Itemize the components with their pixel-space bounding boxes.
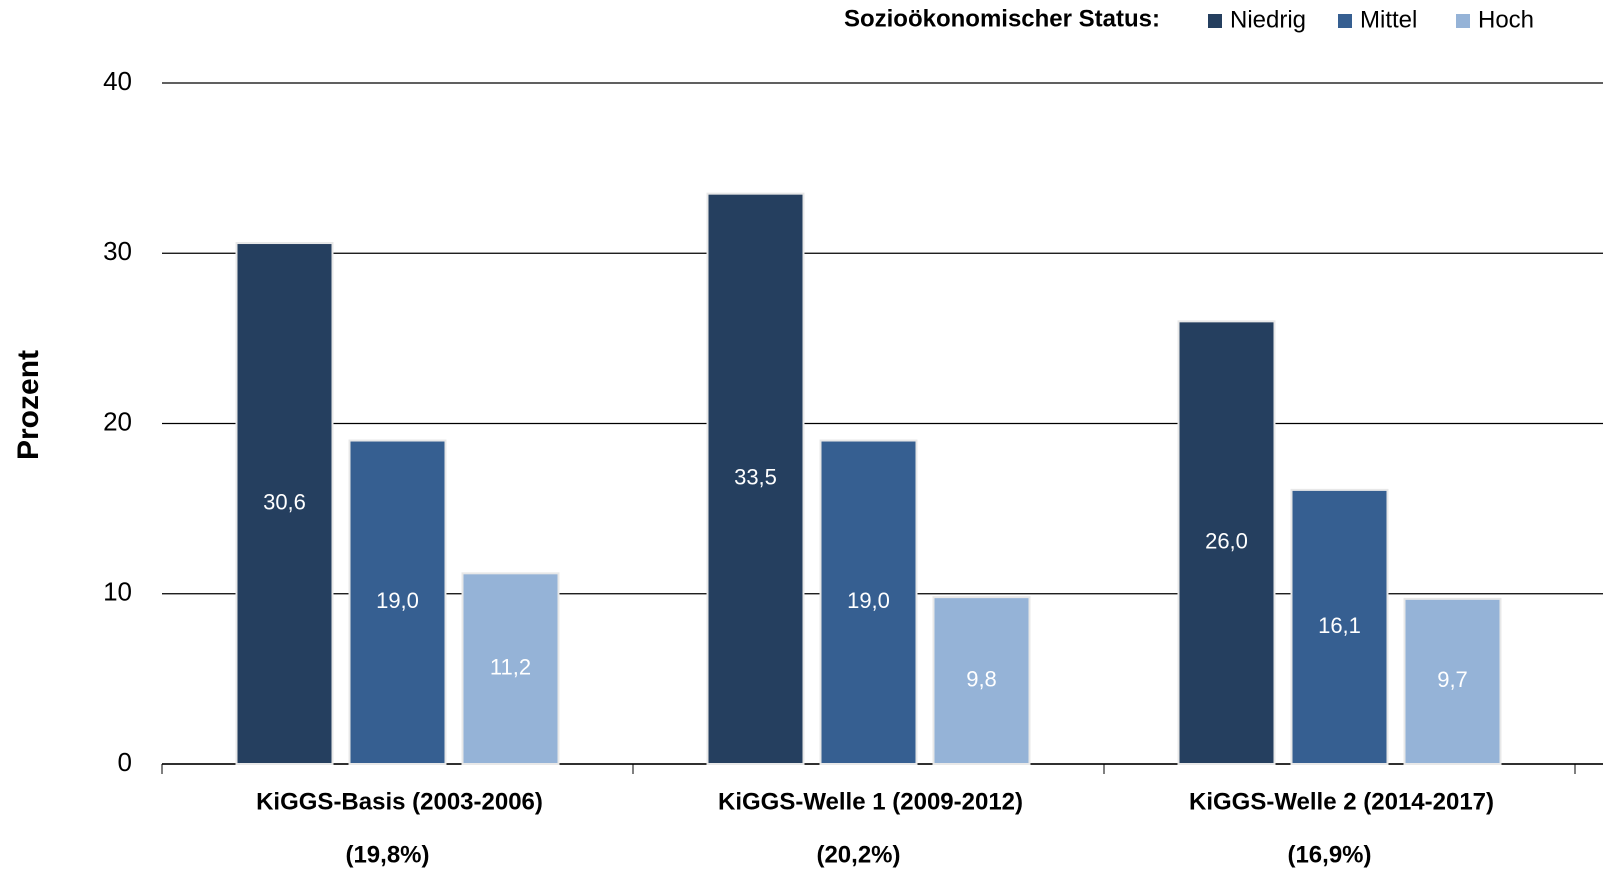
value-label: 30,6 [263, 489, 306, 514]
bar [1177, 320, 1276, 765]
value-label: 33,5 [734, 465, 777, 490]
value-label: 9,8 [966, 666, 997, 691]
value-label: 19,0 [376, 588, 419, 613]
legend-title: Sozioökonomischer Status: [844, 5, 1160, 32]
bar [348, 439, 447, 765]
x-tick-note: (19,8%) [345, 841, 429, 868]
y-tick-label: 40 [103, 66, 132, 96]
legend-swatch [1208, 14, 1222, 28]
x-tick-label: KiGGS-Welle 2 (2014-2017) [1189, 788, 1494, 815]
y-axis-label: Prozent [12, 350, 45, 460]
x-tick-label: KiGGS-Basis (2003-2006) [256, 788, 543, 815]
y-tick-label: 20 [103, 406, 132, 436]
legend-label: Hoch [1478, 6, 1534, 33]
value-label: 26,0 [1205, 528, 1248, 553]
value-label: 19,0 [847, 588, 890, 613]
x-tick-note: (16,9%) [1287, 841, 1371, 868]
bar [932, 596, 1031, 766]
value-label: 11,2 [490, 654, 531, 679]
bar [819, 439, 918, 765]
legend-swatch [1338, 14, 1352, 28]
x-tick-label: KiGGS-Welle 1 (2009-2012) [718, 788, 1023, 815]
bar [1403, 597, 1502, 765]
x-tick-note: (20,2%) [816, 841, 900, 868]
bar [461, 572, 560, 765]
y-tick-label: 10 [103, 577, 132, 607]
value-label: 16,1 [1318, 613, 1361, 638]
legend-swatch [1456, 14, 1470, 28]
value-label: 9,7 [1437, 667, 1468, 692]
y-tick-label: 30 [103, 236, 132, 266]
bar [1290, 488, 1389, 765]
legend-label: Mittel [1360, 6, 1417, 33]
y-tick-label: 0 [118, 747, 132, 777]
bar [235, 242, 334, 766]
legend-label: Niedrig [1230, 6, 1306, 33]
bar [706, 192, 805, 766]
